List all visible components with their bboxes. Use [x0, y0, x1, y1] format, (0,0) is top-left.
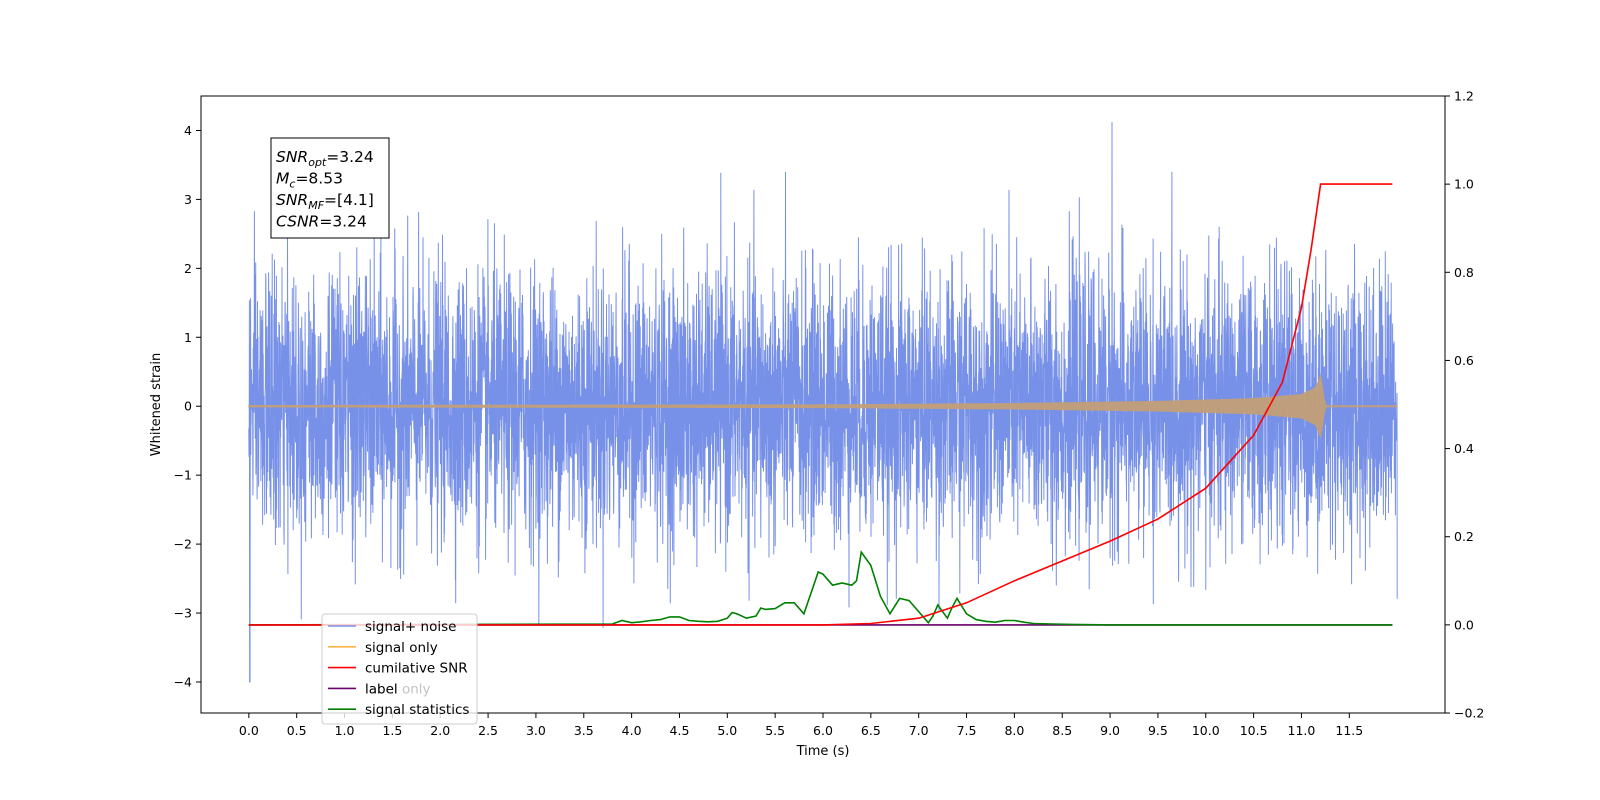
series-signal-noise-line — [248, 122, 1398, 683]
x-tick-label: 3.0 — [526, 723, 546, 738]
x-tick-label: 5.5 — [765, 723, 785, 738]
x-tick-label: 10.5 — [1240, 723, 1268, 738]
x-tick-label: 10.0 — [1192, 723, 1220, 738]
y-tick-label: −3 — [174, 606, 192, 621]
x-tick-label: 0.5 — [287, 723, 307, 738]
y-tick-label: −1 — [174, 468, 192, 483]
legend-label-faded: label only — [365, 681, 431, 697]
info-box-line: CSNR=3.24 — [276, 213, 367, 231]
info-box-line: SNRMF=[4.1] — [276, 191, 374, 212]
legend-label: signal+ noise — [365, 619, 456, 635]
y2-tick-label: 0.2 — [1454, 529, 1474, 544]
x-tick-label: 1.5 — [382, 723, 402, 738]
x-tick-label: 9.5 — [1148, 723, 1168, 738]
x-tick-label: 9.0 — [1100, 723, 1120, 738]
y-tick-label: 2 — [184, 261, 192, 276]
legend-label: signal statistics — [365, 702, 469, 718]
ticks-layer: 0.0 0.5 1.0 1.5 2.0 2.5 3.0 3.5 4.0 4.5 5.0 5.5 6.0 6… — [174, 89, 1485, 739]
info-box-frame — [270, 137, 390, 239]
x-tick-label: 11.5 — [1335, 723, 1363, 738]
legend-frame — [321, 613, 478, 725]
y-tick-label: 0 — [184, 399, 192, 414]
data-layer — [248, 122, 1398, 683]
info-box-line: Mc=8.53 — [276, 170, 343, 191]
y-tick-label: 3 — [184, 192, 192, 207]
x-tick-label: 7.0 — [909, 723, 929, 738]
y2-tick-label: 0.6 — [1454, 353, 1474, 368]
y-tick-label: 4 — [184, 123, 192, 138]
series-cumulative-snr-line — [248, 183, 1393, 626]
series-signal-only-line — [248, 373, 1398, 440]
y2-tick-label: 0.8 — [1454, 265, 1474, 280]
y2-tick-label: 1.2 — [1454, 89, 1474, 104]
info-box-line: SNRopt=3.24 — [276, 148, 374, 169]
x-tick-label: 4.0 — [622, 723, 642, 738]
y2-tick-label: 0.4 — [1454, 441, 1474, 456]
x-tick-label: 6.5 — [861, 723, 881, 738]
legend: signal+ noise signal only cumilative SNR la… — [321, 613, 478, 725]
y-axis-title: Whitened strain — [149, 353, 164, 456]
legend-label: signal only — [365, 640, 438, 656]
y-tick-label: 1 — [184, 330, 192, 345]
x-tick-label: 2.5 — [478, 723, 498, 738]
x-tick-label: 8.0 — [1004, 723, 1024, 738]
x-tick-label: 7.5 — [957, 723, 977, 738]
x-tick-label: 5.0 — [717, 723, 737, 738]
x-axis-title: Time (s) — [796, 744, 850, 759]
y2-tick-label: 1.0 — [1454, 177, 1474, 192]
x-tick-label: 6.0 — [813, 723, 833, 738]
legend-label: label — [365, 681, 398, 697]
x-tick-label: 4.5 — [670, 723, 690, 738]
y2-tick-label: 0.0 — [1454, 617, 1474, 632]
x-tick-label: 11.0 — [1288, 723, 1316, 738]
x-tick-label: 3.5 — [574, 723, 594, 738]
x-tick-label: 2.0 — [430, 723, 450, 738]
y2-tick-label: −0.2 — [1454, 706, 1484, 721]
legend-label: cumilative SNR — [365, 661, 468, 677]
series-signal-statistics-line — [248, 550, 1393, 626]
x-tick-label: 1.0 — [335, 723, 355, 738]
y-tick-label: −4 — [174, 674, 192, 689]
x-tick-label: 8.5 — [1052, 723, 1072, 738]
y-tick-label: −2 — [174, 537, 192, 552]
x-tick-label: 0.0 — [239, 723, 259, 738]
